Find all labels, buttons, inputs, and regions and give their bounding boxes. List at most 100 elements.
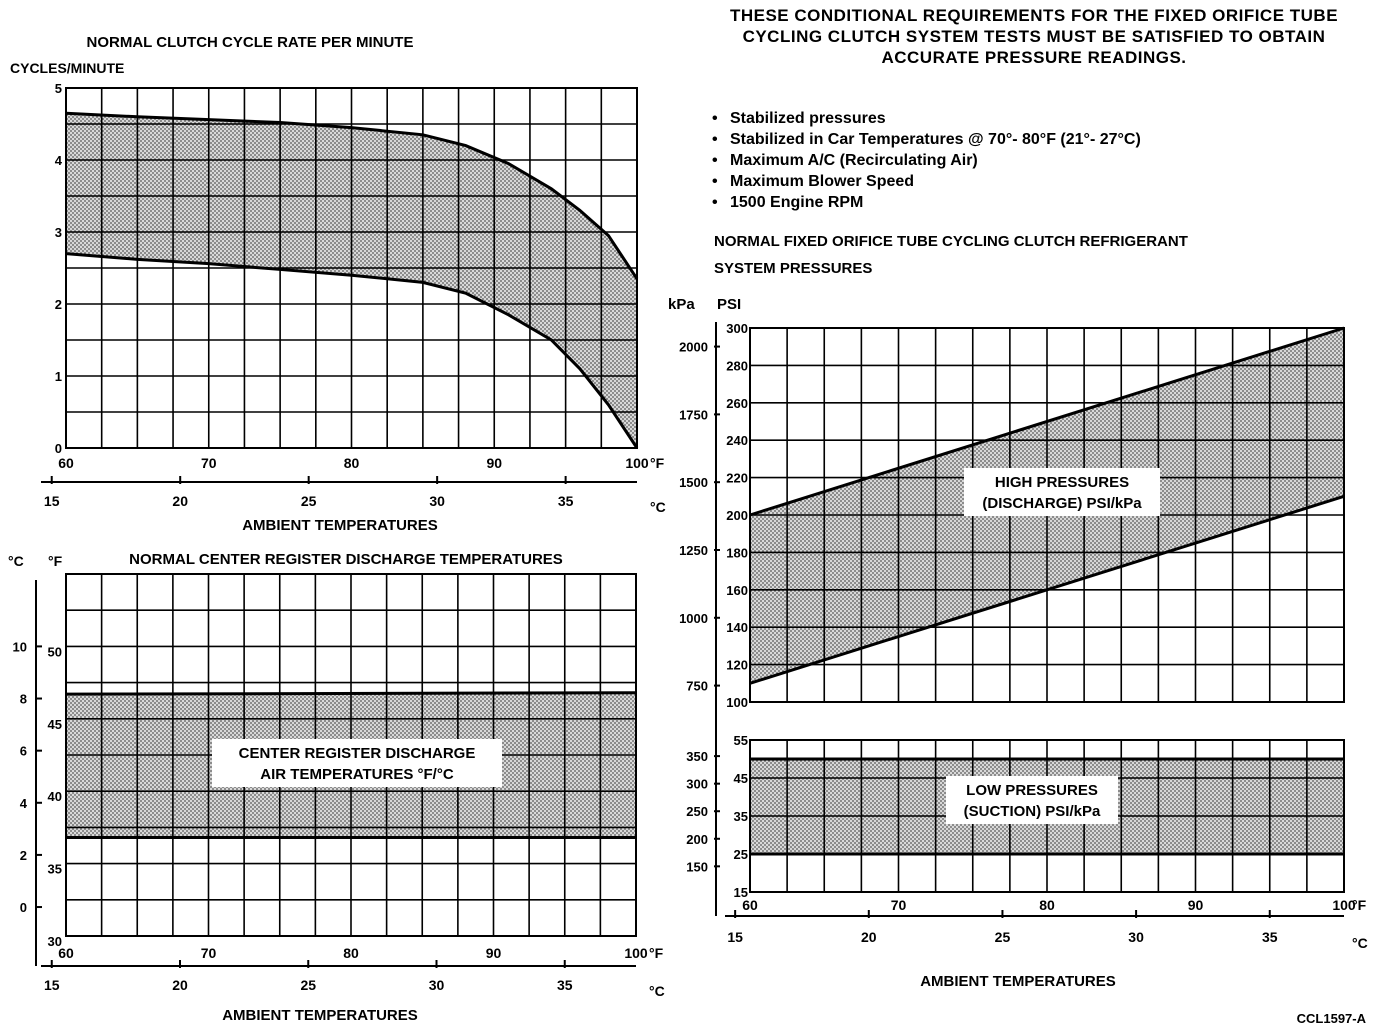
discharge-temp-x-tick-c: 35	[557, 977, 573, 993]
discharge-temp-y-unit-f: °F	[48, 553, 63, 569]
condition-item: Stabilized in Car Temperatures @ 70°- 80…	[712, 129, 1141, 150]
discharge-temp-x-tick-c: 30	[429, 977, 445, 993]
discharge-temp-x-unit-f: °F	[649, 945, 664, 961]
low-pressure-y-tick-psi: 55	[734, 733, 748, 748]
requirements-heading-line-2: CYCLING CLUTCH SYSTEM TESTS MUST BE SATI…	[742, 27, 1326, 46]
low-pressure-y-tick-kpa: 250	[686, 804, 708, 819]
pressures-x-tick-f: 90	[1188, 897, 1204, 913]
discharge-temp-y-tick-c: 0	[20, 900, 27, 915]
cycle-rate-band-upper-line	[65, 111, 639, 280]
high-pressure-y-tick-kpa: 2000	[679, 340, 708, 355]
high-pressure-band-lower-line	[749, 494, 1345, 685]
pressures-x-tick-f: 100	[1332, 897, 1356, 913]
discharge-temp-y-tick-c: 2	[20, 848, 27, 863]
cycle-rate-x-tick-f: 70	[201, 455, 217, 471]
cycle-rate-y-tick: 0	[55, 441, 62, 456]
discharge-temp-x-tick-f: 80	[343, 945, 359, 961]
high-pressure-y-tick-psi: 180	[726, 545, 748, 560]
high-pressure-y-tick-kpa: 750	[686, 679, 708, 694]
discharge-temp-x-tick-f: 90	[486, 945, 502, 961]
low-pressure-y-tick-psi: 25	[734, 847, 748, 862]
cycle-rate-x-tick-c: 35	[558, 493, 574, 509]
high-pressure-y-tick-kpa: 1000	[679, 611, 708, 626]
cycle-rate-y-tick: 3	[55, 225, 62, 240]
high-pressure-y-tick-psi: 120	[726, 658, 748, 673]
low-pressure-frame	[749, 739, 1345, 893]
cycle-rate-x-unit-f: °F	[650, 455, 665, 471]
cycle-rate-x-tick-c: 30	[429, 493, 445, 509]
discharge-temp-x-tick-c: 25	[300, 977, 316, 993]
cycle-rate-y-tick: 2	[55, 297, 62, 312]
low-pressure-y-tick-psi: 45	[734, 771, 748, 786]
cycle-rate-y-tick: 4	[55, 153, 63, 168]
cycle-rate-x-tick-f: 60	[58, 455, 74, 471]
discharge-temp-xlabel: AMBIENT TEMPERATURES	[222, 1007, 418, 1024]
cycle-rate-ylabel: CYCLES/MINUTE	[10, 60, 124, 76]
discharge-temp-band-label: AIR TEMPERATURES °F/°C	[260, 766, 454, 783]
requirements-heading-line-1: THESE CONDITIONAL REQUIREMENTS FOR THE F…	[729, 6, 1339, 25]
high-pressure-y-tick-kpa: 1500	[679, 475, 708, 490]
discharge-temp-x-tick-f: 100	[624, 945, 648, 961]
discharge-temp-y-tick-c: 8	[20, 692, 27, 707]
cycle-rate-x-tick-f: 80	[344, 455, 360, 471]
cycle-rate-x-tick-c: 15	[44, 493, 60, 509]
high-pressure-y-tick-kpa: 1250	[679, 543, 708, 558]
low-pressure-band-label: (SUCTION) PSI/kPa	[964, 803, 1101, 820]
discharge-temp-y-unit-c: °C	[8, 553, 24, 569]
cycle-rate-y-tick: 1	[55, 369, 62, 384]
discharge-temp-y-tick-f: 30	[48, 934, 62, 949]
cycle-rate-x-tick-c: 20	[172, 493, 188, 509]
pressures-title: NORMAL FIXED ORIFICE TUBE CYCLING CLUTCH…	[714, 233, 1188, 250]
condition-item: 1500 Engine RPM	[712, 192, 1141, 213]
discharge-temp-x-tick-c: 20	[172, 977, 188, 993]
high-pressure-y-tick-psi: 100	[726, 695, 748, 710]
pressures-xlabel: AMBIENT TEMPERATURES	[920, 973, 1116, 990]
discharge-temp-band-label: CENTER REGISTER DISCHARGE	[239, 745, 476, 762]
discharge-temp-band-upper-line	[65, 691, 637, 696]
low-pressure-y-tick-kpa: 350	[686, 749, 708, 764]
low-pressure-y-tick-psi: 35	[734, 809, 748, 824]
discharge-temp-x-tick-f: 60	[58, 945, 74, 961]
cycle-rate-title: NORMAL CLUTCH CYCLE RATE PER MINUTE	[87, 34, 414, 51]
high-pressure-band-upper-line	[749, 326, 1345, 517]
high-pressure-y-tick-psi: 140	[726, 620, 748, 635]
discharge-temp-x-tick-f: 70	[201, 945, 217, 961]
cycle-rate-xlabel: AMBIENT TEMPERATURES	[242, 517, 438, 534]
pressures-x-tick-c: 20	[861, 929, 877, 945]
high-pressure-y-tick-kpa: 1750	[679, 407, 708, 422]
cycle-rate-x-tick-f: 100	[625, 455, 649, 471]
low-pressure-band-label-bg	[946, 776, 1118, 824]
cycle-rate-x-tick-f: 90	[486, 455, 502, 471]
low-pressure-band-label: LOW PRESSURES	[966, 782, 1098, 799]
low-pressure-y-tick-psi: 15	[734, 885, 748, 900]
cycle-rate-y-tick: 5	[55, 81, 62, 96]
discharge-temp-title: NORMAL CENTER REGISTER DISCHARGE TEMPERA…	[129, 551, 563, 568]
condition-item: Stabilized pressures	[712, 108, 1141, 129]
pressures-x-tick-c: 15	[727, 929, 743, 945]
pressures-title-line-2: SYSTEM PRESSURES	[714, 260, 872, 277]
discharge-temp-x-tick-c: 15	[44, 977, 60, 993]
discharge-temp-band-label-bg	[212, 739, 502, 787]
high-pressure-band-label: HIGH PRESSURES	[995, 474, 1129, 491]
discharge-temp-y-tick-c: 6	[20, 744, 27, 759]
pressures-x-unit-f: °F	[1352, 897, 1367, 913]
discharge-temp-x-unit-c: °C	[649, 983, 665, 999]
requirements-heading-line-3: ACCURATE PRESSURE READINGS.	[881, 48, 1187, 67]
high-pressure-y-tick-psi: 160	[726, 583, 748, 598]
pressures-x-tick-c: 30	[1128, 929, 1144, 945]
cycle-rate-x-tick-c: 25	[301, 493, 317, 509]
pressures-x-tick-f: 70	[891, 897, 907, 913]
condition-item: Maximum Blower Speed	[712, 171, 1141, 192]
high-pressure-band-label: (DISCHARGE) PSI/kPa	[982, 495, 1142, 512]
low-pressure-y-tick-kpa: 200	[686, 832, 708, 847]
high-pressure-y-tick-psi: 260	[726, 396, 748, 411]
condition-item: Maximum A/C (Recirculating Air)	[712, 150, 1141, 171]
cycle-rate-x-unit-c: °C	[650, 499, 666, 515]
cycle-rate-band-lower-line	[65, 252, 639, 449]
high-pressure-y-tick-psi: 200	[726, 508, 748, 523]
pressures-y-unit-psi: PSI	[717, 296, 741, 313]
pressures-x-tick-f: 60	[742, 897, 758, 913]
discharge-temp-y-tick-f: 40	[48, 789, 62, 804]
discharge-temp-y-tick-c: 10	[13, 639, 27, 654]
